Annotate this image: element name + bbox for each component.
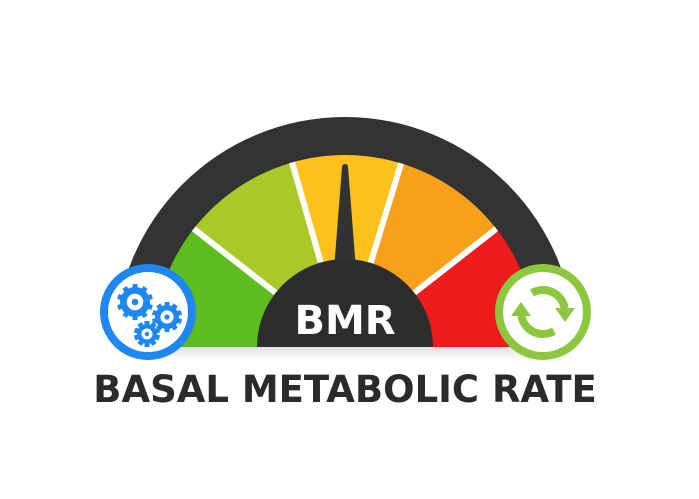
gears-badge bbox=[100, 264, 196, 360]
gears-icon bbox=[117, 284, 183, 347]
gauge-dividers bbox=[191, 161, 499, 296]
gauge-divider bbox=[289, 161, 324, 264]
title: BASAL METABOLIC RATE bbox=[93, 368, 596, 411]
gauge-hub bbox=[257, 259, 433, 347]
gear-icon bbox=[151, 302, 183, 332]
gauge-divider bbox=[191, 226, 278, 296]
gauge-shadow bbox=[150, 347, 540, 361]
refresh-badge bbox=[495, 264, 591, 360]
gear-icon bbox=[133, 321, 161, 347]
refresh-arrows-icon bbox=[511, 286, 575, 338]
gear-icon bbox=[117, 284, 153, 320]
hub-label: BMR bbox=[294, 298, 395, 344]
gauge-divider bbox=[367, 162, 405, 264]
gauge-divider bbox=[412, 226, 499, 296]
